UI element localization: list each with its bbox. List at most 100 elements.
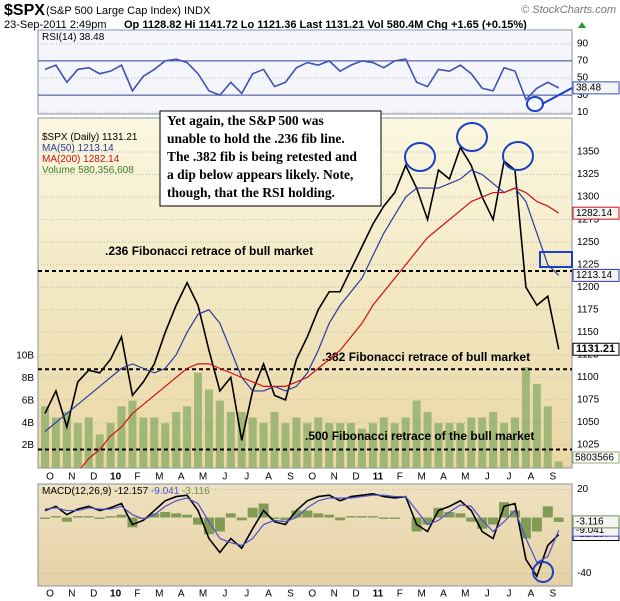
x-tick-label: M xyxy=(417,589,425,600)
legend-entry: MA(200) 1282.14 xyxy=(42,154,120,165)
y-tick-label: 1100 xyxy=(577,372,599,383)
legend-name: $SPX (Daily) xyxy=(42,132,99,143)
rsi-panel xyxy=(37,29,573,115)
y-tick-label: 1275 xyxy=(577,214,600,225)
volume-bar xyxy=(150,417,159,468)
y-tick-label: 1175 xyxy=(577,304,599,315)
fib-label: .382 Fibonacci retrace of bull market xyxy=(322,350,530,364)
x-tick-label: S xyxy=(287,472,294,483)
volume-bar xyxy=(478,417,487,468)
x-tick-label: M xyxy=(155,589,163,600)
volume-bar xyxy=(357,428,366,468)
histogram-bar xyxy=(356,516,367,518)
y-tick-label: 1075 xyxy=(577,395,600,406)
histogram-bar xyxy=(313,513,324,518)
histogram-bar xyxy=(236,517,247,521)
histogram-bar xyxy=(105,516,116,518)
volume-bar xyxy=(292,417,301,468)
value-box xyxy=(572,342,620,356)
histogram-bar xyxy=(346,516,357,518)
volume-bar xyxy=(73,423,82,468)
histogram-bar xyxy=(72,516,83,518)
legend-value: 1282.14 xyxy=(83,154,120,165)
x-tick-label: J xyxy=(244,472,249,483)
annotation-line: a dip below appears likely. Note, xyxy=(167,167,353,182)
x-tick-label: J xyxy=(244,589,249,600)
x-tick-label: 10 xyxy=(110,589,122,600)
legend-entry: $SPX (Daily) 1131.21 xyxy=(42,132,138,143)
histogram-bar xyxy=(389,517,400,519)
y-tick-label: 30 xyxy=(577,90,589,101)
histogram-bar xyxy=(203,517,214,535)
y-tick-label: 1300 xyxy=(577,192,600,203)
rsi-legend-value: 38.48 xyxy=(79,32,104,43)
histogram-bar xyxy=(291,510,302,518)
x-tick-label: N xyxy=(331,589,338,600)
histogram-bar xyxy=(466,517,477,522)
value-box xyxy=(572,268,620,282)
last-value-label: 1282.14 xyxy=(576,208,613,219)
volume-bar xyxy=(336,423,345,468)
histogram-bar xyxy=(116,514,127,518)
volume-bar xyxy=(303,423,312,468)
x-tick-label: 11 xyxy=(373,472,384,483)
x-tick-label: A xyxy=(178,589,185,600)
volume-bar xyxy=(325,423,334,468)
histogram-bar xyxy=(149,513,160,518)
macd-legend: MACD(12,26,9) -12.157 -9.041 -3.116 xyxy=(42,486,210,497)
x-tick-label: O xyxy=(308,472,316,483)
x-tick-label: S xyxy=(287,589,294,600)
annotation-line: though, that the RSI holding. xyxy=(167,185,335,200)
volume-bar xyxy=(95,434,104,468)
last-value-label: 1213.14 xyxy=(576,270,613,281)
volume-bar xyxy=(314,417,323,468)
series-line xyxy=(44,494,560,564)
histogram-bar xyxy=(378,517,389,519)
volume-bar xyxy=(554,461,563,468)
last-value-label: -3.116 xyxy=(576,517,604,528)
x-tick-label: A xyxy=(265,472,272,483)
histogram-bar xyxy=(553,517,564,522)
volume-bar xyxy=(106,423,115,468)
histogram-bar xyxy=(127,517,138,528)
histogram-bar xyxy=(488,517,499,525)
volume-value-label: 5803566 xyxy=(575,453,614,464)
volume-bar xyxy=(281,423,290,468)
arrow xyxy=(541,87,573,105)
x-tick-label: J xyxy=(222,472,227,483)
histogram-bar xyxy=(531,517,542,532)
volume-bar xyxy=(500,423,509,468)
circle xyxy=(404,142,436,172)
y-tick-label: 50 xyxy=(577,73,589,84)
histogram-bar xyxy=(324,514,335,518)
histogram-bar xyxy=(138,517,149,519)
y-tick-label: -40 xyxy=(577,568,592,579)
price-legend: $SPX (Daily) 1131.21 MA(50) 1213.14 MA(2… xyxy=(42,132,138,176)
legend-value: 580,356,608 xyxy=(78,165,134,176)
histogram-bar xyxy=(367,516,378,518)
x-tick-label: O xyxy=(46,589,54,600)
volume-bar xyxy=(172,411,181,468)
x-tick-label: F xyxy=(134,589,140,600)
histogram-bar xyxy=(433,507,444,518)
x-tick-label: M xyxy=(199,589,207,600)
volume-bar xyxy=(161,423,170,468)
volume-bar xyxy=(379,417,388,468)
x-tick-label: F xyxy=(134,472,140,483)
value-box xyxy=(572,206,620,220)
up-arrow xyxy=(578,22,586,28)
histogram-bar xyxy=(83,516,94,518)
histogram-bar xyxy=(61,517,72,522)
x-tick-label: F xyxy=(397,589,403,600)
x-tick-label: A xyxy=(178,472,185,483)
legend-name: MA(50) xyxy=(42,143,75,154)
volume-bar xyxy=(456,423,465,468)
x-tick-label: 10 xyxy=(110,472,122,483)
histogram-bar xyxy=(40,517,50,519)
x-tick-label: A xyxy=(265,589,272,600)
x-tick-label: O xyxy=(46,472,54,483)
fib-label: .500 Fibonacci retrace of the bull marke… xyxy=(305,429,534,443)
series-line xyxy=(44,58,560,101)
volume-bar xyxy=(521,367,530,468)
x-tick-label: 11 xyxy=(373,589,384,600)
